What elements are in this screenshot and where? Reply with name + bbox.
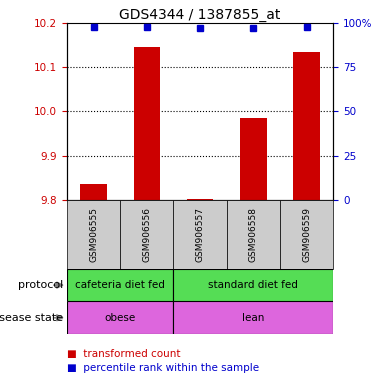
Text: GSM906557: GSM906557: [196, 207, 205, 262]
Bar: [134, 47, 160, 200]
Bar: [120, 200, 173, 269]
Text: cafeteria diet fed: cafeteria diet fed: [75, 280, 165, 290]
Text: obese: obese: [105, 313, 136, 323]
Text: lean: lean: [242, 313, 265, 323]
Bar: [173, 301, 333, 334]
Text: ■  percentile rank within the sample: ■ percentile rank within the sample: [67, 363, 259, 373]
Text: GSM906559: GSM906559: [302, 207, 311, 262]
Bar: [187, 199, 213, 200]
Bar: [67, 269, 173, 301]
Bar: [293, 52, 320, 200]
Text: GSM906556: GSM906556: [142, 207, 151, 262]
Bar: [67, 301, 173, 334]
Text: disease state: disease state: [0, 313, 63, 323]
Title: GDS4344 / 1387855_at: GDS4344 / 1387855_at: [119, 8, 281, 22]
Bar: [80, 184, 107, 200]
Text: standard diet fed: standard diet fed: [208, 280, 298, 290]
Text: protocol: protocol: [18, 280, 63, 290]
Bar: [227, 200, 280, 269]
Bar: [173, 200, 227, 269]
Bar: [280, 200, 333, 269]
Text: ■  transformed count: ■ transformed count: [67, 349, 180, 359]
Bar: [67, 200, 120, 269]
Text: GSM906555: GSM906555: [89, 207, 98, 262]
Bar: [240, 118, 267, 200]
Text: GSM906558: GSM906558: [249, 207, 258, 262]
Bar: [173, 269, 333, 301]
